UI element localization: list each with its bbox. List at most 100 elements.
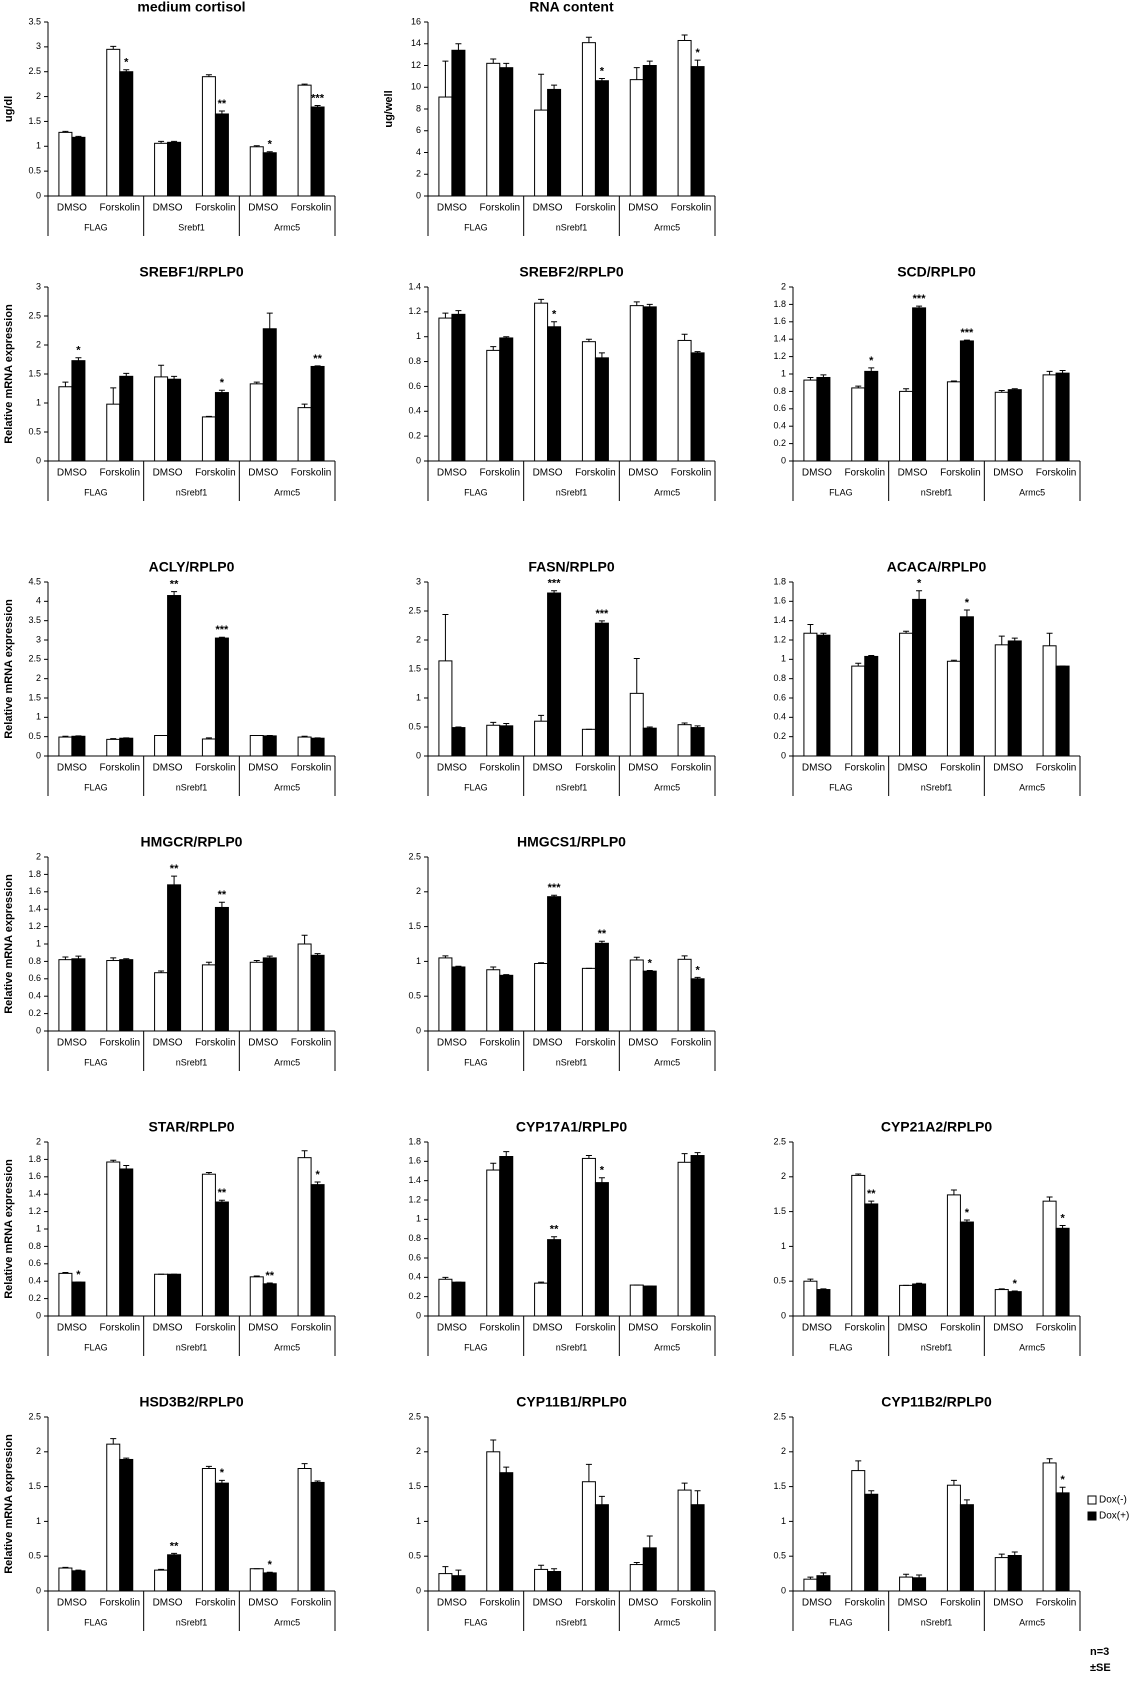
bar — [439, 958, 452, 1031]
bar — [500, 1473, 513, 1591]
bar — [995, 392, 1008, 461]
bar — [630, 693, 643, 756]
group-label: nSrebf1 — [176, 487, 208, 497]
x-tick-label: Forskolin — [195, 1038, 236, 1049]
y-tick-label: 2 — [36, 673, 41, 683]
significance-label: * — [76, 1269, 81, 1281]
y-tick-label: 1 — [781, 1516, 786, 1526]
bar — [582, 342, 595, 461]
error-bar — [538, 1565, 544, 1569]
bar — [250, 1277, 263, 1316]
bar — [1008, 390, 1021, 461]
significance-label: * — [220, 377, 225, 389]
x-tick-label: Forskolin — [99, 468, 140, 479]
bar — [595, 358, 608, 461]
y-tick-label: 0.6 — [773, 692, 786, 702]
error-bar — [682, 956, 688, 959]
x-tick-label: Forskolin — [479, 1323, 520, 1334]
bar — [678, 40, 691, 196]
bar — [72, 1282, 85, 1316]
bar — [865, 371, 878, 461]
x-tick-label: Forskolin — [575, 1598, 616, 1609]
bar — [865, 1494, 878, 1591]
bar — [691, 353, 704, 461]
y-tick-label: 0.6 — [28, 1258, 41, 1268]
x-tick-label: DMSO — [57, 1323, 87, 1334]
y-tick-label: 1.5 — [773, 1481, 786, 1491]
bar — [202, 417, 215, 461]
y-tick-label: 2.5 — [28, 1411, 41, 1421]
x-tick-label: DMSO — [153, 203, 183, 214]
error-bar — [951, 1190, 957, 1195]
bar — [913, 308, 926, 461]
y-tick-label: 0.5 — [408, 721, 421, 731]
group-label: Armc5 — [654, 1617, 680, 1627]
error-bar — [868, 1491, 874, 1494]
x-tick-label: DMSO — [153, 1598, 183, 1609]
bar — [900, 1577, 913, 1591]
y-tick-label: 0 — [416, 750, 421, 760]
y-tick-label: 1.8 — [28, 869, 41, 879]
y-tick-label: 1.6 — [773, 316, 786, 326]
bar — [900, 391, 913, 461]
bar — [1056, 1228, 1069, 1316]
y-tick-label: 6 — [416, 125, 421, 135]
group-label: FLAG — [84, 782, 108, 792]
error-bar — [302, 1151, 308, 1158]
bar — [487, 1170, 500, 1316]
bar — [804, 633, 817, 756]
y-tick-label: 0.4 — [28, 991, 41, 1001]
x-tick-label: DMSO — [248, 1598, 278, 1609]
y-tick-label: 2.5 — [408, 605, 421, 615]
bar — [107, 404, 120, 461]
bar — [439, 1574, 452, 1591]
y-tick-label: 0 — [781, 750, 786, 760]
significance-label: ** — [867, 1188, 876, 1200]
bar — [630, 1565, 643, 1591]
y-tick-label: 3 — [36, 281, 41, 291]
x-tick-label: Forskolin — [291, 763, 332, 774]
group-label: Armc5 — [274, 487, 300, 497]
error-bar — [302, 935, 308, 944]
error-bar — [171, 592, 177, 596]
bar — [595, 943, 608, 1031]
x-tick-label: DMSO — [437, 203, 467, 214]
bar — [643, 66, 656, 197]
error-bar — [538, 299, 544, 303]
error-bar — [442, 313, 448, 318]
error-bar — [1047, 633, 1053, 646]
group-label: nSrebf1 — [556, 1617, 588, 1627]
y-tick-label: 0.5 — [408, 1551, 421, 1561]
significance-label: * — [268, 139, 273, 151]
y-tick-label: 0 — [416, 1025, 421, 1035]
y-tick-label: 1 — [781, 368, 786, 378]
x-tick-label: DMSO — [628, 763, 658, 774]
significance-label: ** — [598, 928, 607, 940]
bar — [487, 350, 500, 461]
y-tick-label: 0.4 — [408, 1272, 421, 1282]
bar — [548, 89, 561, 196]
y-tick-label: 0 — [36, 1025, 41, 1035]
bar — [630, 960, 643, 1031]
bar — [535, 110, 548, 196]
y-tick-label: 0.4 — [773, 712, 786, 722]
significance-label: * — [1060, 1212, 1065, 1224]
bar — [452, 1576, 465, 1591]
group-label: Armc5 — [654, 487, 680, 497]
x-tick-label: DMSO — [628, 468, 658, 479]
error-bar — [110, 1439, 116, 1445]
bar — [263, 958, 276, 1031]
x-tick-label: DMSO — [248, 763, 278, 774]
bar — [487, 63, 500, 196]
y-tick-label: 1.6 — [28, 886, 41, 896]
bar — [691, 67, 704, 196]
bar — [500, 338, 513, 461]
error-bar — [586, 1464, 592, 1481]
bar — [1008, 1556, 1021, 1591]
bar — [548, 1572, 561, 1591]
x-tick-label: DMSO — [533, 1323, 563, 1334]
bar — [452, 314, 465, 461]
y-axis-label: ug/well — [383, 90, 395, 127]
error-bar — [647, 1536, 653, 1548]
y-tick-label: 1.4 — [773, 615, 786, 625]
